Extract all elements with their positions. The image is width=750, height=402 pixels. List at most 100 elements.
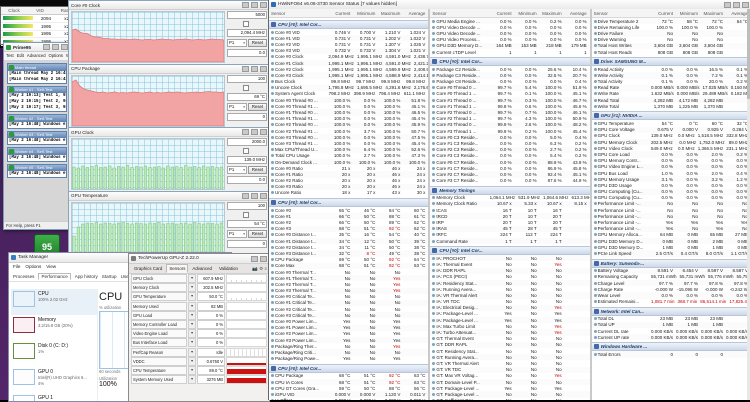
sensor-row[interactable]: Core #3 C3 Reside... 0.0 % 0.0 % 5.4 % 0.2 %	[430, 153, 589, 159]
sensor-row[interactable]: Core #3 Ratio 20 x 20 x 46 x 24 x	[269, 183, 429, 190]
gpuz-tab-advanced[interactable]: Advanced	[192, 266, 212, 271]
graph-reset-button[interactable]: Reset	[248, 166, 267, 174]
sensor-row[interactable]: Core #2 Thread #0 ... 100.0 % 0.0 % 100.0 %…	[269, 121, 429, 128]
graph-max-field[interactable]: 2000.0	[227, 138, 267, 146]
sensor-row[interactable]: Core #1 C3 Reside... 0.0 % 0.0 % 6.3 % 0.2 %	[430, 140, 589, 146]
sensor-row[interactable]: Core #0 C3 Reside... 0.0 % 0.0 % 5.0 % 0.4 %	[430, 134, 590, 141]
gpuz-sensor-row[interactable]: PerfCap Reason ▼ Idle	[129, 347, 269, 357]
gpuz-sensor-row[interactable]: Memory Controller Load ▼ 0 %	[129, 320, 269, 330]
sensor-row[interactable]: Core #1 Thermal T... No No Yes	[269, 275, 429, 282]
sensor-row[interactable]: GPU D3D Memory D... 164 MB 153 MB 218 MB 179…	[430, 42, 590, 49]
taskmgr-menu-item[interactable]: File	[13, 264, 21, 269]
graph-min-field[interactable]: 0.0	[227, 176, 267, 184]
sensor-row[interactable]: GPU Memory Usage 3.1 % 0.0 % 3.2 % 1.2 %	[591, 176, 750, 183]
sensor-row[interactable]: GPU Media Engine ... 0.0 % 0.0 % 0.2 % 0.0 %	[430, 18, 590, 25]
sensor-row[interactable]: Drive Failure No No No	[591, 30, 750, 37]
sensor-row[interactable]: Write Rate 1.632 MB/s 0.000 MB/s 29.489 MB/…	[592, 91, 750, 97]
sensor-row[interactable]: Package C8 Reside... 0.0 % 0.0 % 0.0 % 0.4 %	[430, 79, 589, 85]
gpuz-tab-sensors[interactable]: Sensors	[166, 264, 189, 273]
sensor-row[interactable]: GT: Max VR Voltag... No No Yes	[430, 373, 589, 379]
graph-preset-dropdown[interactable]: P1	[227, 102, 247, 111]
hwinfo-group-header[interactable]: CPU [#0]: Intel Cor...	[430, 57, 590, 67]
sensor-row[interactable]: Battery Voltage 8.591 V 8.454 V 8.597 V 8.58…	[591, 267, 750, 274]
clock-row[interactable]: 1995x20	[1, 31, 79, 39]
graph-checkbox[interactable]	[243, 211, 249, 218]
sensor-row[interactable]: Total Errors 0 0 0	[591, 351, 750, 358]
sensor-row[interactable]: Read Rate 0.000 MB/s 0.000 MB/s 17.025 MB/s…	[591, 84, 750, 91]
sensor-row[interactable]: Core #0 Thread #0 ... 100.0 % 0.0 % 100.0 %…	[269, 97, 429, 104]
sidebar-item-gpu-1[interactable]: GPU 1NVIDIA GeForce MX2500%	[11, 393, 97, 401]
sensor-row[interactable]: Core #2 Thread 1 ... 99.7 % 4.3 % 100.0 % 50…	[430, 116, 589, 122]
sensor-row[interactable]: GPU Video Process... 0.0 % 0.0 % 0.0 % 0.0 %	[430, 37, 589, 43]
sensor-row[interactable]: Core #0 Thread #1 ... 100.0 % 0.0 % 100.0 %…	[269, 103, 428, 109]
tab-processes[interactable]: Processes	[13, 273, 35, 279]
dropdown-arrow-icon[interactable]: ▼	[188, 283, 196, 293]
sensor-row[interactable]: Uncore Clock 1,795.8 MHz 1,695.5 MHz 4,291.…	[269, 84, 429, 91]
prime95-menu-item[interactable]: Options	[48, 53, 63, 58]
sensor-row[interactable]: GPU Video Clock 549.0 MHz 0.0 MHz 1,366.5 M…	[592, 145, 750, 151]
gpuz-toolbar-icons[interactable]: 📷 ⚙ ≡	[252, 265, 267, 271]
sensor-row[interactable]: Performance Limit -... Yes No Yes No	[591, 225, 750, 232]
sensor-row[interactable]: Core Max 68 °C 51 °C 92 °C 63 °C	[269, 262, 429, 269]
sensor-row[interactable]: Performance Limit -... No No No No	[592, 207, 750, 213]
sensor-row[interactable]: GPU Video Engine L... 0.0 % 0.0 % 0.0 % 0.0 …	[591, 163, 750, 170]
hwinfo-group-header[interactable]: CPU [#0]: Intel Cor...	[269, 20, 429, 29]
sensor-row[interactable]: IA: Package-Level ... Yes No Yes	[430, 317, 590, 324]
sensor-row[interactable]: Core #3 Thermal T... No No Yes	[269, 287, 429, 294]
sensor-row[interactable]: GPU Memory Contr... 0.0 % 0.0 % 0.0 % 0.0 %	[592, 158, 750, 164]
sidebar-item-gpu-0[interactable]: GPU 0 Intel(R) UHD Graphics 6... 4%	[11, 367, 97, 393]
sensor-row[interactable]: Core #0 Thermal T... No No No	[269, 269, 428, 275]
sensor-row[interactable]: Core #3 C7 Reside... 0.0 % 0.0 % 87.6 % 44.9…	[430, 178, 589, 184]
prime95-child-titlebar[interactable]: Worker #2 - Self-Test	[8, 115, 66, 122]
prime95-menubar[interactable]: TestEditAdvancedOptionsWindowsHelp	[4, 52, 70, 61]
sensor-row[interactable]: Charge Rate -0.000 W -15.095 W -0.000 W -0.2…	[592, 286, 750, 292]
gpuz-sensor-row[interactable]: Memory Clock ▼ 202.5 MHz	[129, 283, 269, 293]
prime95-menu-item[interactable]: Windows	[66, 53, 70, 59]
sensor-row[interactable]: Core #2 Thread #1 ... 100.0 % 3.7 % 100.0 %…	[269, 128, 428, 134]
sensor-row[interactable]: Wear Level 0.0 % 0.0 % 0.0 % 0.0 %	[591, 292, 750, 299]
sensor-row[interactable]: IA: VR TDC No No No	[430, 299, 589, 305]
gpuz-sensor-row[interactable]: GPU Temperature ▼ 50.0 °C	[129, 292, 269, 302]
hwinfo-scrollbar[interactable]	[747, 9, 750, 400]
sensor-row[interactable]: Core #0 Power Lim... Yes No Yes	[269, 318, 428, 324]
taskmgr-menu-item[interactable]: View	[46, 264, 57, 269]
sensor-row[interactable]: Core #2 Critical Te... No No No	[269, 306, 428, 312]
dropdown-arrow-icon[interactable]: ▼	[188, 338, 196, 348]
sensor-row[interactable]: tRCD 20 T 10 T 20 T	[430, 213, 590, 220]
sensor-row[interactable]: GPU Memory Alloca... 64 MB 0 MB 65 MB 27 MB	[592, 232, 750, 238]
gpuz-sensor-row[interactable]: VDDC ▼ 0.6750 V	[129, 356, 269, 366]
sensor-row[interactable]: Core #0 65 °C 46 °C 84 °C 60 °C	[269, 207, 428, 213]
sensor-row[interactable]: Core #2 66 °C 50 °C 89 °C 62 °C	[269, 219, 428, 225]
sensor-row[interactable]: GPU Video Decode ... 0.0 % 0.0 % 0.0 % 0.0 %	[430, 30, 590, 37]
gpuz-tab-graphics-card[interactable]: Graphics Card	[134, 266, 163, 271]
sensor-row[interactable]: Core #3 Thread 1 ... 99.9 % 0.2 % 100.0 % 45…	[430, 128, 589, 134]
sensor-row[interactable]: GPU D3D Memory D... 1 MB 0 MB 1 MB 0 MB	[592, 244, 750, 250]
gpuz-sensor-row[interactable]: Bus Interface Load ▼ 0 %	[129, 338, 269, 348]
sensor-row[interactable]: GT: Package-Level ... Yes No Yes	[430, 385, 589, 391]
graph-checkbox[interactable]	[243, 148, 249, 154]
clock-row[interactable]: 1995x20	[1, 23, 79, 31]
sensor-row[interactable]: Core #2 Power Lim... Yes No Yes	[269, 331, 428, 337]
graph-window-buttons[interactable]	[242, 65, 267, 72]
sensor-row[interactable]: Core #0 Critical Te... No No No	[269, 294, 428, 300]
sensor-row[interactable]: GT: Running Avera... No No No	[430, 354, 590, 361]
sensor-row[interactable]: Core #1 Distance t... 34 °C 12 °C 50 °C 39 °…	[269, 238, 429, 245]
clock-row[interactable]: 2094x21	[1, 15, 79, 23]
sensor-row[interactable]: Core #1 Power Lim... Yes No Yes	[269, 324, 429, 331]
sensor-row[interactable]: IA: PROCHOT No No No	[430, 255, 590, 262]
sensor-row[interactable]: Core #0 Clock 2,094.9 MHz 1,995.1 MHz 4,591…	[269, 54, 428, 60]
sensor-row[interactable]: Current cTDP Level 1 1 1 1	[430, 49, 589, 55]
graph-min-field[interactable]: 0.0	[227, 49, 267, 57]
gpuz-window-buttons[interactable]	[251, 255, 267, 262]
sensor-row[interactable]: Core #0 Thread 0 ... 99.7 % 5.4 % 100.0 % 51…	[430, 84, 590, 91]
gpuz-sensor-row[interactable]: Video Engine Load ▼ 0 %	[129, 329, 269, 339]
sensor-row[interactable]: Bus Clock 99.8 MHz 99.7 MHz 99.8 MHz 99.8 MH…	[269, 79, 428, 85]
hwinfo-group-header[interactable]: CPU [#0]: Intel Cor...	[269, 198, 429, 208]
sensor-row[interactable]: Core #2 Clock 1,995.1 MHz 1,995.1 MHz 4,589…	[269, 66, 428, 72]
sensor-row[interactable]: Core #1 Critical Te... No No No	[269, 299, 429, 307]
sensor-row[interactable]: GPU Computing (Cu... 0.0 % 0.0 % 0.0 % 0.0 %	[591, 188, 750, 195]
graph-reset-button[interactable]: Reset	[248, 229, 267, 238]
sensor-row[interactable]: Package C3 Reside... 0.0 % 0.0 % 32.5 % 20.7…	[430, 72, 590, 79]
sensor-row[interactable]: Core #1 Thread 0 ... 99.7 % 0.3 % 100.0 % 46…	[430, 97, 590, 104]
